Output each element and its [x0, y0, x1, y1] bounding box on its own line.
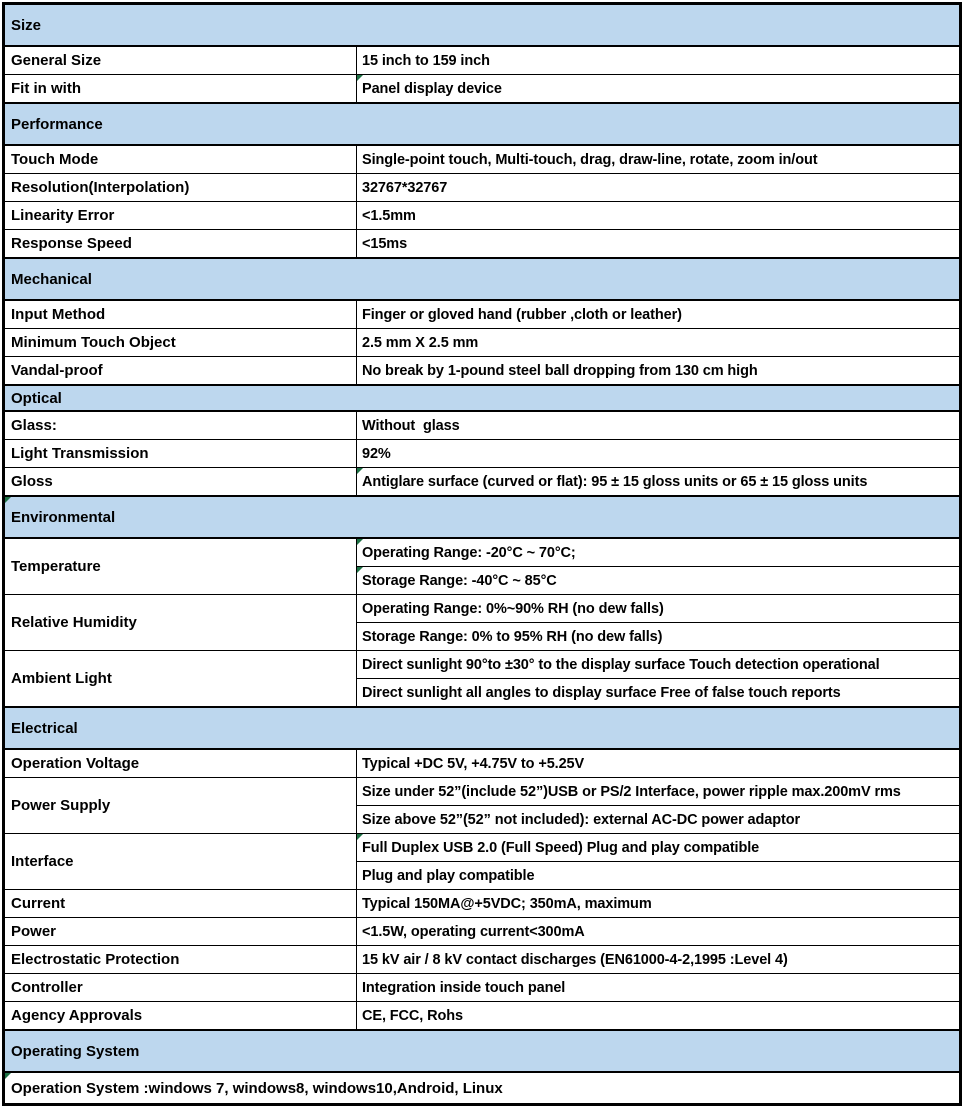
spec-value-ambient-light-1: Direct sunlight 90°to ±30° to the displa… — [356, 650, 961, 679]
spec-value-power-supply-1: Size under 52”(include 52”)USB or PS/2 I… — [356, 777, 961, 806]
spec-label-interface: Interface — [3, 833, 357, 890]
spec-value-text: Full Duplex USB 2.0 (Full Speed) Plug an… — [362, 839, 760, 856]
spec-value-electrostatic-protection: 15 kV air / 8 kV contact discharges (EN6… — [356, 945, 961, 974]
spec-value-linearity-error: <1.5mm — [356, 201, 961, 230]
spec-value-humidity-storage: Storage Range: 0% to 95% RH (no dew fall… — [356, 622, 961, 651]
section-header-environmental: Environmental — [3, 495, 961, 539]
spec-label-controller: Controller — [3, 973, 357, 1002]
spec-value-text: Operation System :windows 7, windows8, w… — [11, 1079, 503, 1097]
spec-value-light-transmission: 92% — [356, 439, 961, 468]
spec-value-operation-system: Operation System :windows 7, windows8, w… — [3, 1071, 961, 1105]
section-header-size: Size — [3, 2, 961, 47]
spec-label-touch-mode: Touch Mode — [3, 144, 357, 174]
spec-label-resolution: Resolution(Interpolation) — [3, 173, 357, 202]
spec-label-relative-humidity: Relative Humidity — [3, 594, 357, 651]
spec-label-fit-in-with: Fit in with — [3, 74, 357, 104]
spec-value-text: Panel display device — [362, 80, 502, 97]
spec-value-glass: Without glass — [356, 410, 961, 440]
spec-label-response-speed: Response Speed — [3, 229, 357, 259]
spec-value-text: Operating Range: -20°C ~ 70°C; — [362, 544, 576, 561]
spec-value-power-supply-2: Size above 52”(52” not included): extern… — [356, 805, 961, 834]
spec-label-input-method: Input Method — [3, 299, 357, 329]
spec-value-humidity-operating: Operating Range: 0%~90% RH (no dew falls… — [356, 594, 961, 623]
spec-value-vandal-proof: No break by 1-pound steel ball dropping … — [356, 356, 961, 386]
section-header-mechanical: Mechanical — [3, 257, 961, 301]
spec-label-current: Current — [3, 889, 357, 918]
spec-value-interface-2: Plug and play compatible — [356, 861, 961, 890]
spec-label-light-transmission: Light Transmission — [3, 439, 357, 468]
spec-label-temperature: Temperature — [3, 537, 357, 595]
spec-label-operation-voltage: Operation Voltage — [3, 748, 357, 778]
section-header-optical: Optical — [3, 384, 961, 412]
spec-value-response-speed: <15ms — [356, 229, 961, 259]
section-header-operating-system: Operating System — [3, 1029, 961, 1073]
spec-value-controller: Integration inside touch panel — [356, 973, 961, 1002]
spec-label-electrostatic-protection: Electrostatic Protection — [3, 945, 357, 974]
cell-flag-icon — [357, 539, 363, 545]
spec-label-power-supply: Power Supply — [3, 777, 357, 834]
spec-label-power: Power — [3, 917, 357, 946]
spec-label-glass: Glass: — [3, 410, 357, 440]
spec-value-power: <1.5W, operating current<300mA — [356, 917, 961, 946]
spec-value-input-method: Finger or gloved hand (rubber ,cloth or … — [356, 299, 961, 329]
spec-label-general-size: General Size — [3, 45, 357, 75]
cell-flag-icon — [357, 567, 363, 573]
section-header-text: Environmental — [11, 508, 116, 526]
spec-value-agency-approvals: CE, FCC, Rohs — [356, 1001, 961, 1031]
spec-value-fit-in-with: Panel display device — [356, 74, 961, 104]
spec-value-operation-voltage: Typical +DC 5V, +4.75V to +5.25V — [356, 748, 961, 778]
spec-value-general-size: 15 inch to 159 inch — [356, 45, 961, 75]
cell-flag-icon — [5, 498, 11, 503]
spec-value-current: Typical 150MA@+5VDC; 350mA, maximum — [356, 889, 961, 918]
cell-flag-icon — [357, 468, 363, 474]
spec-value-text: Antiglare surface (curved or flat): 95 ±… — [362, 473, 868, 490]
spec-value-minimum-touch-object: 2.5 mm X 2.5 mm — [356, 328, 961, 357]
cell-flag-icon — [5, 1073, 11, 1079]
spec-label-ambient-light: Ambient Light — [3, 650, 357, 708]
spec-label-linearity-error: Linearity Error — [3, 201, 357, 230]
cell-flag-icon — [357, 75, 363, 81]
spec-value-gloss: Antiglare surface (curved or flat): 95 ±… — [356, 467, 961, 497]
spec-value-text: Storage Range: -40°C ~ 85°C — [362, 572, 557, 589]
spec-value-ambient-light-2: Direct sunlight all angles to display su… — [356, 678, 961, 708]
spec-value-temperature-operating: Operating Range: -20°C ~ 70°C; — [356, 537, 961, 567]
section-header-performance: Performance — [3, 102, 961, 146]
spec-label-gloss: Gloss — [3, 467, 357, 497]
spec-label-minimum-touch-object: Minimum Touch Object — [3, 328, 357, 357]
spec-label-vandal-proof: Vandal-proof — [3, 356, 357, 386]
spec-value-resolution: 32767*32767 — [356, 173, 961, 202]
spec-value-temperature-storage: Storage Range: -40°C ~ 85°C — [356, 566, 961, 595]
spec-label-agency-approvals: Agency Approvals — [3, 1001, 357, 1031]
spec-value-touch-mode: Single-point touch, Multi-touch, drag, d… — [356, 144, 961, 174]
spec-value-interface-1: Full Duplex USB 2.0 (Full Speed) Plug an… — [356, 833, 961, 862]
section-header-electrical: Electrical — [3, 706, 961, 750]
cell-flag-icon — [357, 834, 363, 840]
